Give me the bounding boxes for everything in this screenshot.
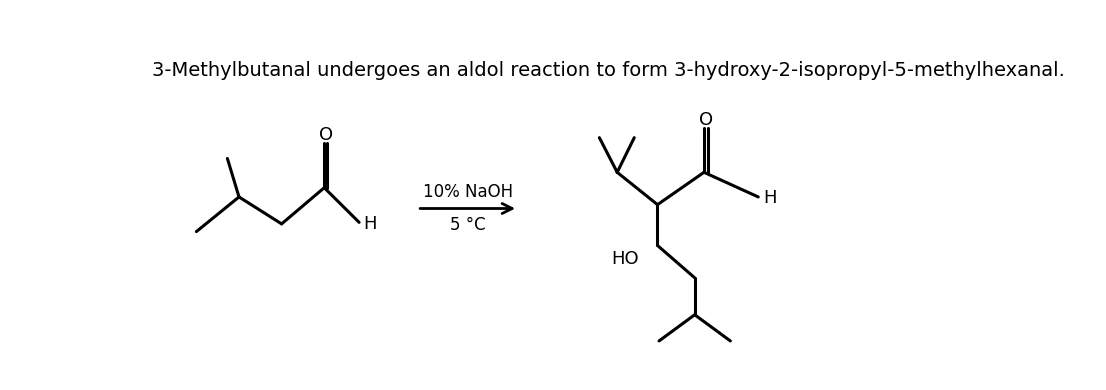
Text: H: H	[763, 190, 776, 207]
Text: 5 °C: 5 °C	[450, 216, 486, 234]
Text: 10% NaOH: 10% NaOH	[422, 183, 513, 200]
Text: H: H	[363, 215, 377, 233]
Text: 3-Methylbutanal undergoes an aldol reaction to form 3-hydroxy-2-isopropyl-5-meth: 3-Methylbutanal undergoes an aldol react…	[153, 61, 1065, 80]
Text: HO: HO	[612, 250, 639, 268]
Text: O: O	[699, 111, 713, 129]
Text: O: O	[319, 126, 333, 144]
